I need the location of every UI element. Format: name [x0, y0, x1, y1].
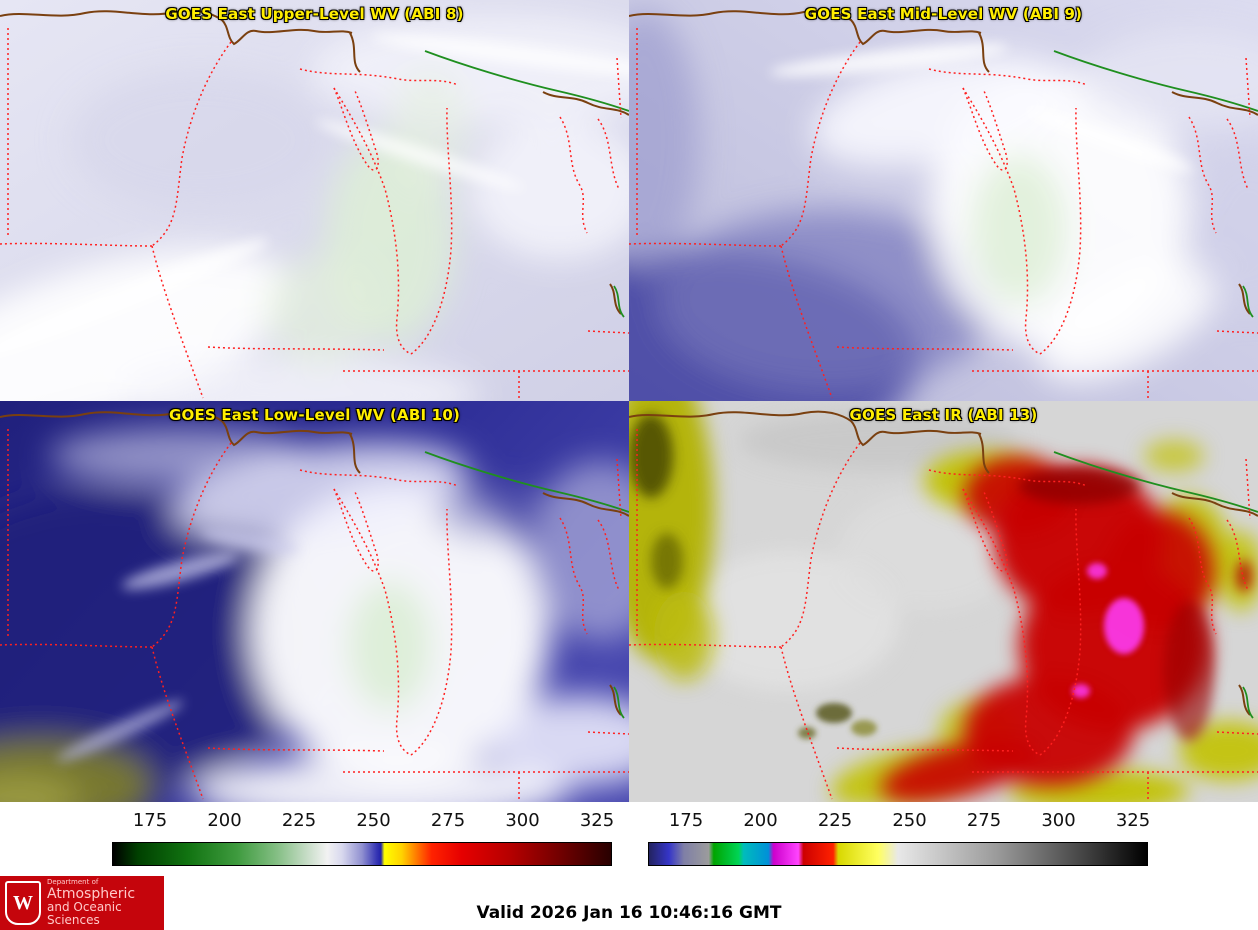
- wv-colorbar-block: 175 200 225 250 275 300 325: [112, 802, 615, 878]
- tick-label: 250: [356, 810, 391, 831]
- uw-crest-icon: W: [5, 881, 41, 925]
- logo-oceanic-sciences: and Oceanic Sciences: [47, 900, 122, 928]
- abi9-water-vapor-image: [629, 0, 1258, 401]
- panel-abi13-ir: GOES East IR (ABI 13): [629, 401, 1258, 802]
- tick-label: 300: [1041, 810, 1076, 831]
- tick-label: 250: [892, 810, 927, 831]
- tick-label: 275: [966, 810, 1002, 831]
- ir-colorbar: [648, 842, 1148, 866]
- uw-aos-logo: W Department of Atmospheric and Oceanic …: [0, 876, 164, 930]
- quad-panel-grid: GOES East Upper-Level WV (ABI 8): [0, 0, 1258, 802]
- tick-label: 200: [207, 810, 242, 831]
- ir-colorbar-block: 175 200 225 250 275 300 325: [648, 802, 1151, 878]
- colorbar-section: 175 200 225 250 275 300 325 175 200 225 …: [0, 802, 1258, 878]
- valid-time-caption: Valid 2026 Jan 16 10:46:16 GMT: [476, 903, 782, 923]
- wv-colorbar-ticks: 175 200 225 250 275 300 325: [112, 810, 615, 836]
- tick-label: 175: [668, 810, 704, 831]
- tick-label: 225: [817, 810, 853, 831]
- tick-label: 175: [132, 810, 168, 831]
- panel-abi8-upper-level-wv: GOES East Upper-Level WV (ABI 8): [0, 0, 629, 401]
- wv-colorbar: [112, 842, 612, 866]
- tick-label: 325: [1115, 810, 1151, 831]
- tick-label: 200: [743, 810, 778, 831]
- logo-text: Department of Atmospheric and Oceanic Sc…: [47, 878, 164, 928]
- logo-department-of: Department of: [47, 878, 99, 887]
- abi10-water-vapor-image: [0, 401, 629, 802]
- panel-abi9-mid-level-wv: GOES East Mid-Level WV (ABI 9): [629, 0, 1258, 401]
- abi13-infrared-image: [629, 401, 1258, 802]
- tick-label: 300: [505, 810, 540, 831]
- tick-label: 325: [579, 810, 615, 831]
- ir-colorbar-ticks: 175 200 225 250 275 300 325: [648, 810, 1151, 836]
- tick-label: 225: [281, 810, 317, 831]
- logo-atmospheric: Atmospheric: [47, 885, 136, 902]
- abi8-water-vapor-image: [0, 0, 629, 401]
- tick-label: 275: [430, 810, 466, 831]
- panel-abi10-low-level-wv: GOES East Low-Level WV (ABI 10): [0, 401, 629, 802]
